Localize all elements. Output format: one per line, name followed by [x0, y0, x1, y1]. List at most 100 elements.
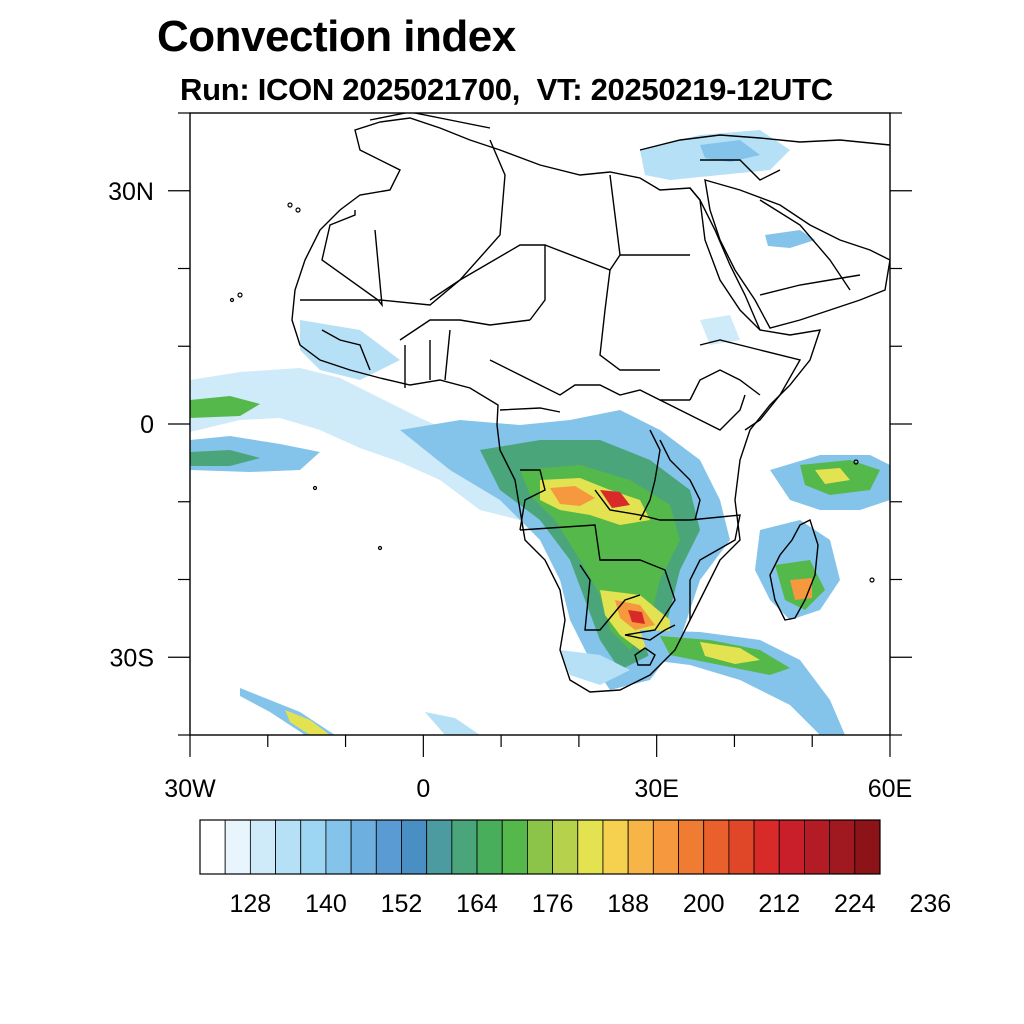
field-patch-core-orange — [550, 486, 595, 506]
colorbar-swatch — [300, 819, 327, 875]
field-patch-gulf-guinea — [190, 396, 260, 418]
chart-subtitle: Run: ICON 2025021700, VT: 20250219-12UTC — [180, 72, 833, 107]
colorbar-label: 176 — [532, 890, 574, 918]
border-botswana — [600, 559, 676, 636]
field-patch-sw-streak-2 — [285, 710, 330, 735]
border-libya-egypt — [609, 174, 690, 256]
map-tick-labels: 30N 0 30S 30W 0 30E 60E — [108, 178, 912, 803]
map-ticks — [168, 112, 912, 757]
lon-tick-label: 30W — [164, 775, 216, 803]
colorbar-swatch — [854, 819, 881, 875]
border-mozambique — [689, 514, 741, 620]
field-patch-south-coast — [560, 650, 630, 685]
border-namibia — [579, 564, 641, 631]
border-westafrica-2 — [399, 319, 531, 341]
border-zambia — [594, 489, 690, 521]
island-canary-1 — [287, 202, 293, 208]
colorbar-swatch — [325, 819, 352, 875]
border-drc-west — [519, 469, 546, 531]
island-canary-2 — [295, 207, 301, 213]
colorbar-swatch — [476, 819, 503, 875]
colorbar-swatch — [426, 819, 453, 875]
island-seychelles — [853, 459, 859, 465]
colorbar-swatch — [224, 819, 251, 875]
island-stmary — [377, 545, 383, 551]
colorbar-swatch — [602, 819, 629, 875]
colorbar-swatch — [703, 819, 730, 875]
border-eastafrica-2 — [689, 369, 761, 401]
border-westafrica-1 — [321, 329, 371, 371]
colorbar-swatch — [375, 819, 402, 875]
colorbar-label: 152 — [381, 890, 423, 918]
colorbar-label: 236 — [910, 890, 952, 918]
lon-tick-label: 30E — [634, 775, 678, 803]
africa-coastline — [291, 117, 822, 693]
border-chad-sudan — [599, 269, 660, 371]
colorbar-swatch — [829, 819, 856, 875]
field-patch-ethiopia — [700, 315, 740, 345]
colorbar-swatch — [577, 819, 604, 875]
colorbar-swatch — [249, 819, 276, 875]
colorbar-swatch — [804, 819, 831, 875]
colorbar-swatch — [199, 819, 226, 875]
border-arabia-1 — [759, 199, 851, 291]
convection-field — [190, 130, 890, 735]
colorbar-swatch — [501, 819, 528, 875]
border-middle-east-1 — [700, 159, 781, 181]
island-capeverde-2 — [229, 297, 235, 303]
lat-tick-label: 0 — [140, 411, 154, 439]
field-patch-gulf-guinea-2 — [190, 450, 260, 466]
country-borders — [300, 139, 861, 666]
lat-tick-label: 30N — [108, 178, 154, 206]
border-southafrica — [624, 624, 676, 641]
madagascar-coastline — [769, 519, 819, 621]
island-sthelena — [312, 485, 318, 491]
colorbar-label: 188 — [607, 890, 649, 918]
colorbar-swatch — [552, 819, 579, 875]
border-arabia-2 — [759, 274, 861, 296]
field-patch-middle-east-2 — [700, 140, 760, 162]
coastlines — [291, 113, 890, 693]
colorbar-swatch — [678, 819, 705, 875]
field-patch-west-africa — [300, 320, 400, 380]
turkey-coast — [639, 134, 890, 151]
field-patch-south-red — [628, 610, 645, 624]
island-capeverde-1 — [237, 292, 243, 298]
colorbar-label: 212 — [758, 890, 800, 918]
field-patch-se-band-3 — [700, 642, 760, 664]
lat-tick-label: 30S — [110, 644, 154, 672]
border-algeria-libya — [429, 139, 506, 301]
border-eastafrica-1 — [659, 394, 746, 431]
colorbar-swatch — [627, 819, 654, 875]
chart-title: Convection index — [157, 12, 516, 61]
lon-tick-label: 0 — [416, 775, 430, 803]
colorbar-swatch — [753, 819, 780, 875]
colorbar-swatch — [350, 819, 377, 875]
island-mauritius — [869, 577, 875, 583]
mediterranean-north — [369, 113, 491, 129]
arabia-coastline — [704, 179, 890, 329]
border-central-2 — [499, 407, 561, 413]
colorbar-label: 140 — [305, 890, 347, 918]
colorbar-swatch — [728, 819, 755, 875]
colorbar-label: 224 — [834, 890, 876, 918]
border-lesotho — [634, 647, 656, 666]
colorbar-label: 200 — [683, 890, 725, 918]
colorbar-frame — [199, 819, 881, 875]
field-patch-sw-streak-3 — [425, 712, 480, 735]
border-horn — [699, 339, 802, 431]
border-maghreb — [321, 210, 383, 308]
islands — [229, 202, 875, 583]
field-patch-atlantic-band — [190, 368, 540, 520]
colorbar-swatch — [451, 819, 478, 875]
colorbar: 128 140 152 164 176 188 200 212 224 236 — [199, 819, 952, 918]
border-sahel — [300, 244, 546, 321]
colorbar-label: 164 — [456, 890, 498, 918]
border-westafrica-5 — [444, 329, 451, 381]
red-sea-coast — [689, 187, 761, 331]
border-central-1 — [489, 359, 690, 401]
colorbar-swatch — [527, 819, 553, 875]
colorbar-swatch — [652, 819, 679, 875]
field-patch-arabia — [765, 230, 815, 248]
